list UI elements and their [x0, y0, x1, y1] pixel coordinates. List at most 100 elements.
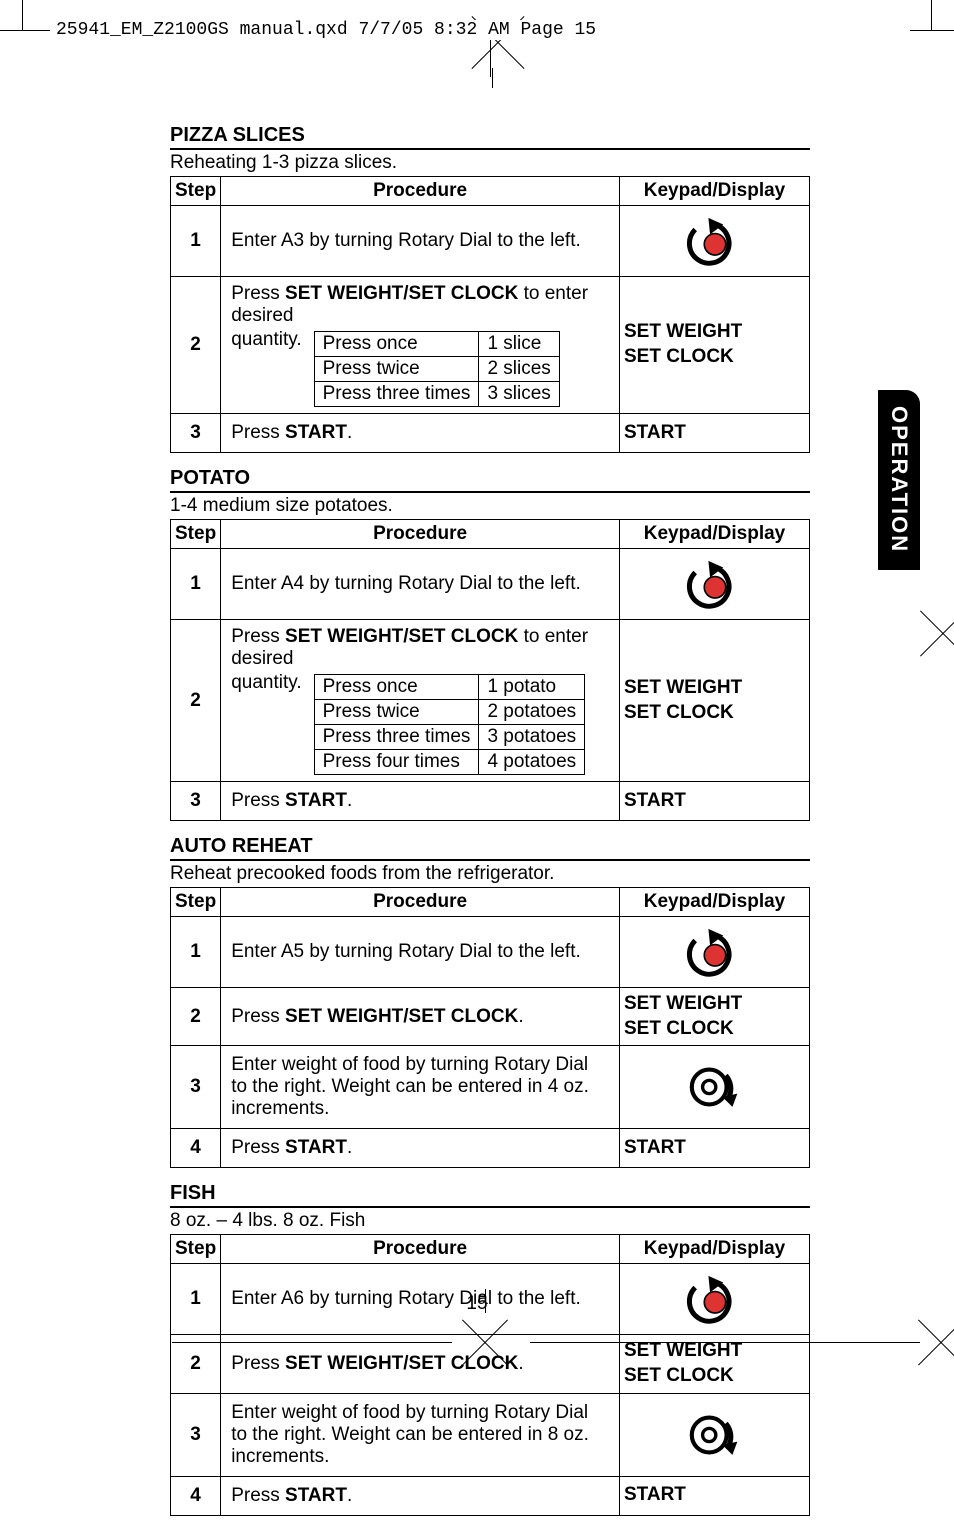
- col-header-keypad: Keypad/Display: [620, 888, 810, 917]
- procedure-cell: Press START.: [221, 782, 620, 821]
- quantity-label: quantity.: [231, 672, 301, 694]
- page: 25941_EM_Z2100GS manual.qxd 7/7/05 8:32 …: [0, 0, 954, 1395]
- section-title: POTATO: [170, 467, 810, 493]
- registration-line: [530, 1342, 920, 1343]
- crop-header-text: 25941_EM_Z2100GS manual.qxd 7/7/05 8:32 …: [50, 20, 602, 40]
- table-row: 2 Press SET WEIGHT/SET CLOCK to enter de…: [171, 620, 810, 782]
- crop-mark: [931, 0, 932, 30]
- section-subtitle: 1-4 medium size potatoes.: [170, 495, 810, 517]
- procedure-cell: Enter A4 by turning Rotary Dial to the l…: [221, 549, 620, 620]
- keypad-cell: [620, 917, 810, 988]
- col-header-procedure: Procedure: [221, 1235, 620, 1264]
- step-number: 1: [171, 549, 221, 620]
- step-number: 2: [171, 620, 221, 782]
- keypad-cell: [620, 1393, 810, 1476]
- step-number: 3: [171, 782, 221, 821]
- quantity-label: quantity.: [231, 329, 301, 351]
- col-header-step: Step: [171, 520, 221, 549]
- step-number: 3: [171, 414, 221, 453]
- quantity-value: 3 potatoes: [479, 725, 585, 750]
- step-number: 4: [171, 1129, 221, 1168]
- quantity-row: Press four times4 potatoes: [314, 750, 585, 775]
- quantity-table: Press once1 potatoPress twice2 potatoesP…: [314, 674, 586, 775]
- rotary-dial-left-icon: [682, 557, 748, 611]
- keypad-cell: START: [620, 1476, 810, 1515]
- col-header-step: Step: [171, 1235, 221, 1264]
- keypad-cell: SET WEIGHTSET CLOCK: [620, 988, 810, 1046]
- registration-cross-icon: [918, 608, 954, 658]
- intro-line: Press SET WEIGHT/SET CLOCK to enter desi…: [231, 283, 609, 327]
- quantity-value: 3 slices: [479, 382, 559, 407]
- section-subtitle: Reheating 1-3 pizza slices.: [170, 152, 810, 174]
- procedure-table: Step Procedure Keypad/Display 1Enter A3 …: [170, 176, 810, 453]
- table-row: 1Enter A3 by turning Rotary Dial to the …: [171, 206, 810, 277]
- table-row: 1Enter A4 by turning Rotary Dial to the …: [171, 549, 810, 620]
- quantity-value: 2 slices: [479, 357, 559, 382]
- rotary-dial-left-icon: [682, 925, 748, 979]
- procedure-cell: Enter A3 by turning Rotary Dial to the l…: [221, 206, 620, 277]
- keypad-text: SET WEIGHTSET CLOCK: [624, 320, 805, 369]
- keypad-text: START: [624, 1483, 805, 1508]
- bottom-registration: [120, 1307, 954, 1367]
- col-header-procedure: Procedure: [221, 888, 620, 917]
- col-header-step: Step: [171, 177, 221, 206]
- quantity-table: Press once1 slicePress twice2 slicesPres…: [314, 331, 560, 407]
- table-row: 3Enter weight of food by turning Rotary …: [171, 1046, 810, 1129]
- quantity-row: Press once1 potato: [314, 675, 585, 700]
- table-row: 3Enter weight of food by turning Rotary …: [171, 1393, 810, 1476]
- registration-tick: [485, 1289, 486, 1313]
- press-count: Press three times: [314, 382, 479, 407]
- keypad-cell: [620, 206, 810, 277]
- step-number: 3: [171, 1046, 221, 1129]
- table-row: 4Press START.START: [171, 1129, 810, 1168]
- procedure-table: Step Procedure Keypad/Display 1Enter A4 …: [170, 519, 810, 821]
- procedure-cell: Enter A5 by turning Rotary Dial to the l…: [221, 917, 620, 988]
- keypad-text: START: [624, 789, 805, 814]
- section-subtitle: Reheat precooked foods from the refriger…: [170, 863, 810, 885]
- step-number: 1: [171, 206, 221, 277]
- procedure-cell: Enter weight of food by turning Rotary D…: [221, 1393, 620, 1476]
- press-count: Press once: [314, 675, 479, 700]
- step-number: 4: [171, 1476, 221, 1515]
- keypad-cell: START: [620, 782, 810, 821]
- keypad-text: SET WEIGHTSET CLOCK: [624, 676, 805, 725]
- quantity-value: 1 potato: [479, 675, 585, 700]
- keypad-cell: START: [620, 1129, 810, 1168]
- registration-cross-icon: [460, 1317, 510, 1367]
- side-tab-operation: OPERATION: [878, 390, 920, 570]
- quantity-row: Press twice2 slices: [314, 357, 559, 382]
- col-header-keypad: Keypad/Display: [620, 520, 810, 549]
- quantity-value: 1 slice: [479, 332, 559, 357]
- table-row: 3Press START.START: [171, 782, 810, 821]
- keypad-cell: [620, 549, 810, 620]
- table-row: 4Press START.START: [171, 1476, 810, 1515]
- quantity-value: 4 potatoes: [479, 750, 585, 775]
- intro-line: Press SET WEIGHT/SET CLOCK to enter desi…: [231, 626, 609, 670]
- keypad-cell: [620, 1046, 810, 1129]
- keypad-text: START: [624, 1136, 805, 1161]
- press-count: Press twice: [314, 357, 479, 382]
- section-title: PIZZA SLICES: [170, 124, 810, 150]
- crop-mark: [22, 0, 23, 30]
- press-count: Press three times: [314, 725, 479, 750]
- keypad-text: SET WEIGHTSET CLOCK: [624, 992, 805, 1041]
- keypad-cell: SET WEIGHTSET CLOCK: [620, 620, 810, 782]
- section-subtitle: 8 oz. – 4 lbs. 8 oz. Fish: [170, 1210, 810, 1232]
- press-count: Press four times: [314, 750, 479, 775]
- procedure-table: Step Procedure Keypad/Display 1Enter A6 …: [170, 1234, 810, 1515]
- registration-line: [172, 1342, 452, 1343]
- keypad-text: START: [624, 421, 805, 446]
- quantity-row: Press once1 slice: [314, 332, 559, 357]
- keypad-cell: SET WEIGHTSET CLOCK: [620, 277, 810, 414]
- registration-cross-icon: [916, 1317, 954, 1367]
- step-number: 2: [171, 988, 221, 1046]
- table-row: 2Press SET WEIGHT/SET CLOCK.SET WEIGHTSE…: [171, 988, 810, 1046]
- press-count: Press twice: [314, 700, 479, 725]
- keypad-cell: START: [620, 414, 810, 453]
- rotary-dial-right-icon: [686, 1061, 744, 1113]
- crop-header: 25941_EM_Z2100GS manual.qxd 7/7/05 8:32 …: [0, 30, 954, 76]
- section-title: FISH: [170, 1182, 810, 1208]
- quantity-value: 2 potatoes: [479, 700, 585, 725]
- table-row: 1Enter A5 by turning Rotary Dial to the …: [171, 917, 810, 988]
- col-header-keypad: Keypad/Display: [620, 1235, 810, 1264]
